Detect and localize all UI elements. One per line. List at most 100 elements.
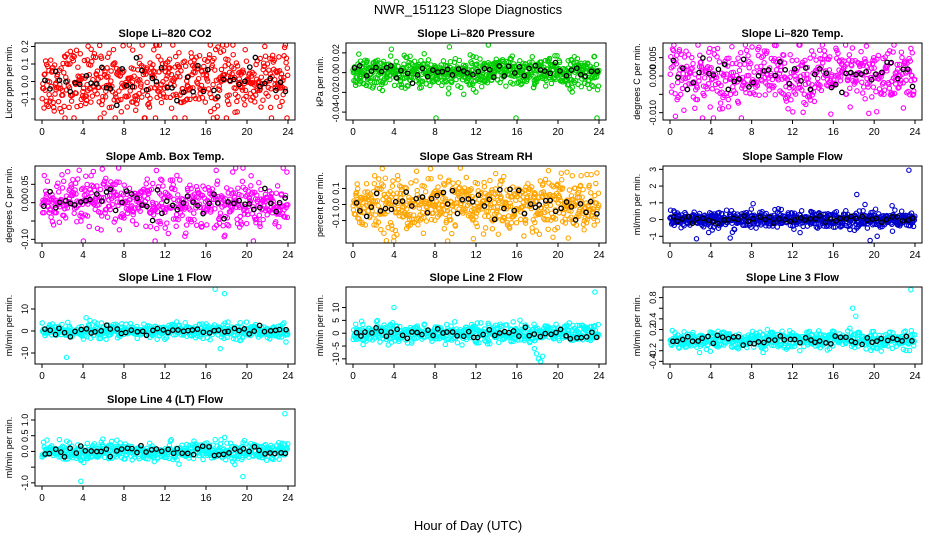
mean-point <box>388 62 394 69</box>
mean-point <box>558 205 565 212</box>
mean-point <box>833 217 839 224</box>
data-point <box>354 186 361 192</box>
data-point <box>761 59 767 66</box>
data-point <box>699 115 706 120</box>
data-point <box>116 179 122 185</box>
data-point <box>555 181 561 187</box>
data-point <box>708 65 714 71</box>
y-tick-label: 0.1 <box>20 58 30 71</box>
data-point <box>214 114 220 120</box>
mean-point <box>144 203 150 210</box>
data-point <box>359 221 366 227</box>
x-tick-label: 24 <box>282 250 294 261</box>
data-point <box>473 340 480 346</box>
data-point <box>788 97 794 103</box>
data-point <box>593 61 600 68</box>
data-point <box>94 183 100 189</box>
data-point <box>67 61 73 67</box>
data-point <box>88 99 94 105</box>
data-point <box>183 222 190 228</box>
data-point <box>876 86 883 92</box>
data-point <box>506 225 513 231</box>
data-point <box>109 201 116 208</box>
mean-point <box>837 215 844 222</box>
data-point <box>826 67 833 73</box>
data-point <box>49 218 56 225</box>
data-point <box>58 109 65 115</box>
data-point <box>453 76 459 83</box>
data-point <box>714 54 720 60</box>
data-point <box>181 58 188 65</box>
data-point <box>789 57 795 64</box>
mean-point <box>256 204 263 211</box>
data-point <box>84 181 90 188</box>
data-point <box>455 180 462 186</box>
mean-point <box>206 200 213 207</box>
data-point <box>75 64 81 70</box>
data-point <box>98 55 105 61</box>
mean-point <box>413 195 420 202</box>
x-tick-label: 24 <box>593 127 605 138</box>
data-point <box>374 317 381 324</box>
data-point <box>847 85 853 92</box>
data-point <box>284 331 291 338</box>
mean-point <box>159 210 165 217</box>
data-point <box>80 238 87 243</box>
data-point <box>907 91 913 98</box>
data-point <box>137 208 143 214</box>
data-point <box>248 173 254 179</box>
data-point <box>759 78 765 84</box>
data-point <box>68 184 75 190</box>
x-tick-label: 24 <box>282 127 294 138</box>
data-point <box>73 90 79 97</box>
mean-point <box>772 72 779 79</box>
mean-point <box>377 208 384 214</box>
data-point <box>112 216 119 222</box>
data-point <box>569 172 576 179</box>
data-point <box>522 220 529 226</box>
mean-point <box>392 198 399 205</box>
data-point <box>731 226 738 233</box>
data-point <box>882 54 888 60</box>
data-point <box>496 213 502 219</box>
data-point <box>677 91 684 98</box>
data-point <box>422 188 429 195</box>
data-point <box>474 61 480 67</box>
outlier-point <box>874 233 880 240</box>
mean-point <box>894 214 901 220</box>
data-point <box>162 225 168 231</box>
data-point <box>150 61 156 68</box>
data-point <box>134 335 140 342</box>
x-tick-label: 16 <box>511 250 523 261</box>
data-point <box>124 104 130 110</box>
mean-point <box>251 206 257 213</box>
data-point <box>237 319 243 326</box>
data-point <box>866 61 873 67</box>
series-points <box>39 43 291 120</box>
data-point <box>116 88 122 94</box>
data-point <box>524 194 530 200</box>
data-point <box>439 201 446 208</box>
data-point <box>46 322 53 328</box>
data-point <box>187 182 193 188</box>
data-point <box>72 180 79 187</box>
outlier-point <box>63 354 70 361</box>
data-point <box>510 213 517 220</box>
data-point <box>199 223 205 230</box>
x-tick-label: 20 <box>241 250 253 261</box>
mean-point <box>236 81 242 88</box>
mean-point <box>782 66 789 73</box>
mean-point <box>399 198 406 204</box>
data-point <box>440 181 447 187</box>
series-points <box>350 289 602 364</box>
mean-point <box>363 213 370 220</box>
data-point <box>696 78 702 84</box>
data-point <box>495 231 502 237</box>
x-tick-label: 4 <box>708 127 714 138</box>
data-point <box>153 43 160 48</box>
mean-point <box>123 188 130 194</box>
data-point <box>862 96 868 102</box>
x-tick-label: 8 <box>121 250 127 261</box>
outlier-point <box>221 290 228 297</box>
data-point <box>530 73 536 79</box>
